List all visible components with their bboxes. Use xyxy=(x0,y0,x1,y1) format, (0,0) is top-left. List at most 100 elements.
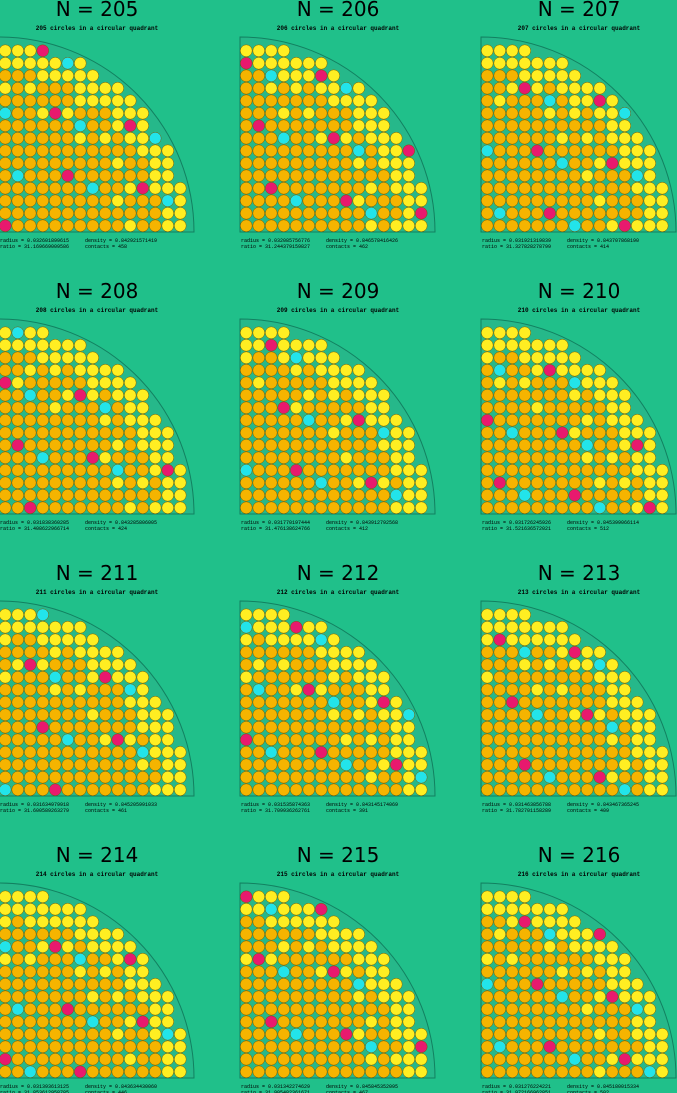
packed-circle xyxy=(365,721,378,734)
packed-circle xyxy=(277,169,290,182)
panel-title: N = 207 xyxy=(538,0,621,21)
packed-circle xyxy=(593,658,606,671)
packed-circle xyxy=(618,401,631,414)
packed-circle xyxy=(631,219,644,232)
packed-circle xyxy=(618,696,631,709)
packed-circle xyxy=(543,364,556,377)
packed-circle xyxy=(518,903,531,916)
packed-circle xyxy=(581,783,594,796)
packed-circle xyxy=(149,169,162,182)
packed-circle xyxy=(61,953,74,966)
packed-circle xyxy=(581,658,594,671)
packed-circle xyxy=(568,771,581,784)
packed-circle xyxy=(340,928,353,941)
packed-circle xyxy=(302,207,315,220)
packed-circle xyxy=(252,721,265,734)
packed-circle xyxy=(365,758,378,771)
packed-circle xyxy=(74,401,87,414)
packed-circle xyxy=(365,978,378,991)
packed-circle xyxy=(643,439,656,452)
packed-circle xyxy=(290,696,303,709)
packed-circle xyxy=(493,733,506,746)
packed-circle xyxy=(11,671,24,684)
packed-circle xyxy=(302,621,315,634)
packed-circle xyxy=(86,658,99,671)
packed-circle xyxy=(0,326,12,339)
packed-circle xyxy=(631,1015,644,1028)
packed-circle xyxy=(352,708,365,721)
packed-circle xyxy=(36,351,49,364)
packed-circle xyxy=(290,1040,303,1053)
packed-circle xyxy=(61,1053,74,1066)
packed-circle xyxy=(493,953,506,966)
packed-circle xyxy=(593,1065,606,1078)
panel-subtitle: 208 circles in a circular quadrant xyxy=(36,307,159,314)
packed-circle xyxy=(49,953,62,966)
packed-circle xyxy=(174,1028,187,1041)
packed-circle xyxy=(606,219,619,232)
packed-circle xyxy=(252,376,265,389)
packed-circle xyxy=(631,1053,644,1066)
packed-circle xyxy=(61,94,74,107)
packed-circle xyxy=(111,489,124,502)
packed-circle xyxy=(11,658,24,671)
packed-circle xyxy=(0,658,12,671)
packed-circle xyxy=(606,1028,619,1041)
packed-circle xyxy=(493,414,506,427)
packed-circle xyxy=(240,389,253,402)
panel-subtitle: 209 circles in a circular quadrant xyxy=(277,307,400,314)
packed-circle xyxy=(277,451,290,464)
packed-circle xyxy=(24,721,37,734)
packed-circle xyxy=(643,1003,656,1016)
packed-circle xyxy=(240,721,253,734)
packed-circle xyxy=(568,439,581,452)
packed-circle xyxy=(290,965,303,978)
packed-circle xyxy=(340,758,353,771)
packed-circle xyxy=(556,207,569,220)
packed-circle xyxy=(265,928,278,941)
packed-circle xyxy=(265,696,278,709)
packed-circle xyxy=(99,708,112,721)
packed-circle xyxy=(0,401,12,414)
packed-circle xyxy=(518,621,531,634)
packed-circle xyxy=(481,169,494,182)
packed-circle xyxy=(11,733,24,746)
packed-circle xyxy=(618,501,631,514)
packed-circle xyxy=(265,903,278,916)
packed-circle xyxy=(111,451,124,464)
packed-circle xyxy=(518,708,531,721)
packed-circle xyxy=(61,928,74,941)
packed-circle xyxy=(315,476,328,489)
packed-circle xyxy=(518,376,531,389)
packed-circle xyxy=(136,489,149,502)
packed-circle xyxy=(518,401,531,414)
packed-circle xyxy=(352,414,365,427)
packed-circle xyxy=(365,683,378,696)
packed-circle xyxy=(543,351,556,364)
packed-circle xyxy=(315,1003,328,1016)
packed-circle xyxy=(315,633,328,646)
packed-circle xyxy=(365,376,378,389)
packed-circle xyxy=(290,953,303,966)
packed-circle xyxy=(99,1053,112,1066)
packed-circle xyxy=(265,426,278,439)
packed-circle xyxy=(606,426,619,439)
packed-circle xyxy=(86,758,99,771)
packed-circle xyxy=(352,940,365,953)
packed-circle xyxy=(327,426,340,439)
packed-circle xyxy=(49,733,62,746)
packed-circle xyxy=(124,182,137,195)
packed-circle xyxy=(252,82,265,95)
packed-circle xyxy=(581,721,594,734)
packed-circle xyxy=(74,746,87,759)
packed-circle xyxy=(543,1053,556,1066)
packed-circle xyxy=(327,1053,340,1066)
packed-circle xyxy=(556,671,569,684)
packed-circle xyxy=(390,414,403,427)
packed-circle xyxy=(593,426,606,439)
packed-circle xyxy=(252,903,265,916)
packed-circle xyxy=(265,401,278,414)
packed-circle xyxy=(618,1015,631,1028)
packed-circle xyxy=(0,978,12,991)
